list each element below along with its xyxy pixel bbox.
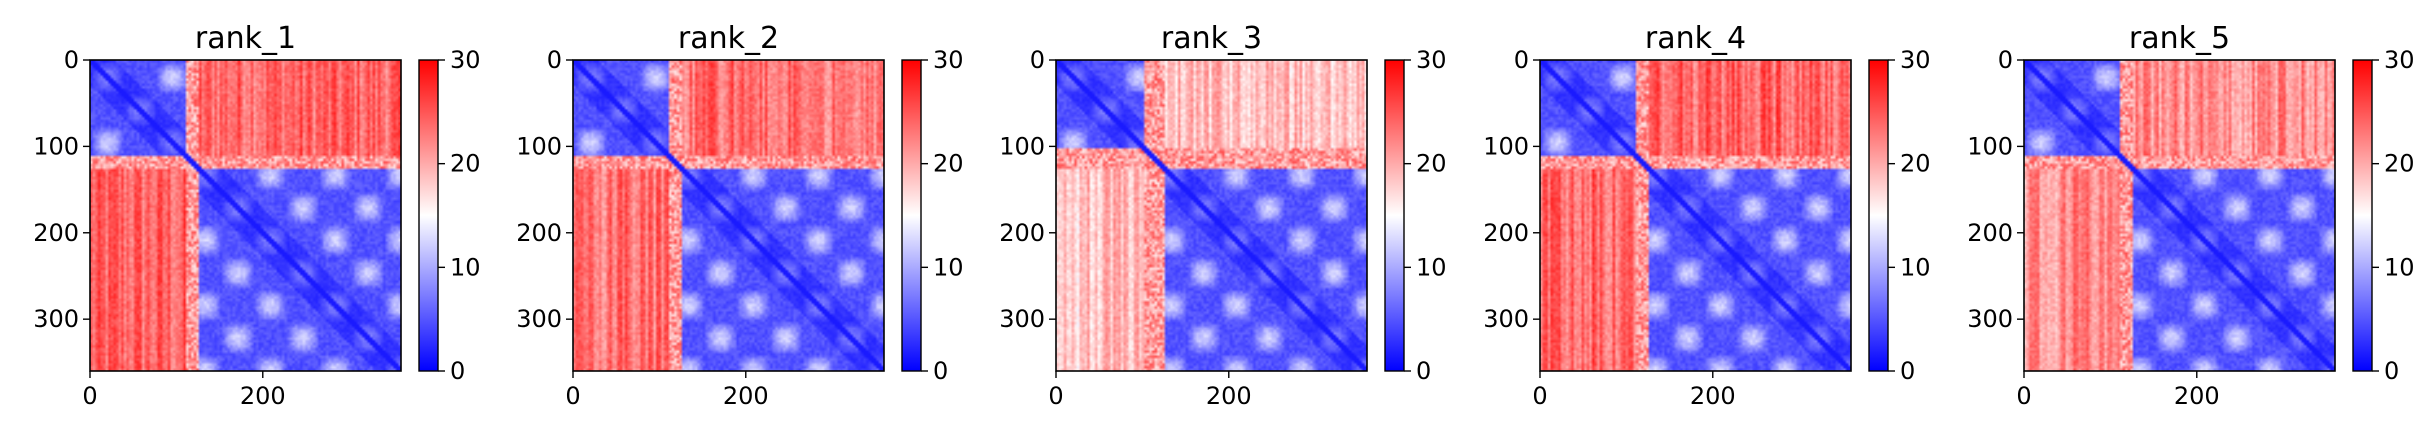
colorbar <box>2352 59 2373 372</box>
x-tick-label: 0 <box>1048 382 1063 410</box>
panel-rank_3: rank_3 0 100 200 300 0 200 0 10 20 30 <box>999 21 1446 410</box>
y-tick-label: 0 <box>547 46 562 74</box>
panel-rank_2: rank_2 0 100 200 300 0 200 0 10 20 30 <box>516 21 963 410</box>
heatmap-image <box>90 60 401 371</box>
colorbar-tick-label: 30 <box>1900 46 1931 74</box>
panel-title: rank_3 <box>1161 21 1262 56</box>
heatmap-image <box>573 60 884 371</box>
colorbar-tick-label: 10 <box>933 253 964 281</box>
heatmap-image <box>1056 60 1367 371</box>
colorbar-tick-label: 20 <box>450 150 481 178</box>
colorbar-tick-label: 30 <box>450 46 481 74</box>
y-tick-label: 0 <box>1998 46 2013 74</box>
colorbar-tick-label: 20 <box>1900 150 1931 178</box>
colorbar <box>418 59 439 372</box>
y-tick-label: 0 <box>1514 46 1529 74</box>
panel-rank_4: rank_4 0 100 200 300 0 200 0 10 20 30 <box>1483 21 1930 410</box>
x-tick-label: 200 <box>240 382 286 410</box>
y-tick-label: 100 <box>1967 132 2013 160</box>
x-tick-label: 0 <box>82 382 97 410</box>
panel-rank_5: rank_5 0 100 200 300 0 200 0 10 20 30 <box>1967 21 2414 410</box>
colorbar-tick-label: 10 <box>1416 253 1447 281</box>
panel-title: rank_1 <box>195 21 296 56</box>
colorbar-tick-label: 10 <box>1900 253 1931 281</box>
y-tick-label: 0 <box>64 46 79 74</box>
axes-frame <box>2023 59 2336 372</box>
y-tick-label: 200 <box>516 219 562 247</box>
y-tick-label: 0 <box>1030 46 1045 74</box>
axes-frame <box>572 59 885 372</box>
x-tick-label: 200 <box>1690 382 1736 410</box>
colorbar-tick-label: 0 <box>450 357 465 385</box>
y-tick-label: 300 <box>1967 305 2013 333</box>
y-tick-label: 100 <box>516 132 562 160</box>
y-tick-label: 200 <box>999 219 1045 247</box>
y-tick-label: 200 <box>1967 219 2013 247</box>
x-tick-label: 0 <box>1532 382 1547 410</box>
colorbar-tick-label: 0 <box>933 357 948 385</box>
colorbar-tick-label: 10 <box>2384 253 2415 281</box>
axes-frame <box>1539 59 1852 372</box>
x-tick-label: 200 <box>2174 382 2220 410</box>
colorbar-tick-label: 0 <box>1416 357 1431 385</box>
colorbar-tick-label: 10 <box>450 253 481 281</box>
y-tick-label: 100 <box>999 132 1045 160</box>
colorbar-tick-label: 0 <box>1900 357 1915 385</box>
heatmap-image <box>1540 60 1851 371</box>
x-tick-label: 200 <box>1206 382 1252 410</box>
panel-title: rank_4 <box>1645 21 1746 56</box>
y-tick-label: 300 <box>516 305 562 333</box>
heatmap-image <box>2024 60 2335 371</box>
colorbar-tick-label: 30 <box>2384 46 2415 74</box>
colorbar-tick-label: 0 <box>2384 357 2399 385</box>
y-tick-label: 100 <box>33 132 79 160</box>
panel-title: rank_5 <box>2129 21 2230 56</box>
colorbar-tick-label: 30 <box>933 46 964 74</box>
colorbar-tick-label: 20 <box>2384 150 2415 178</box>
y-tick-label: 300 <box>999 305 1045 333</box>
x-tick-label: 200 <box>723 382 769 410</box>
y-tick-label: 100 <box>1483 132 1529 160</box>
axes-frame <box>89 59 402 372</box>
y-tick-label: 300 <box>33 305 79 333</box>
colorbar <box>1868 59 1889 372</box>
x-tick-label: 0 <box>2016 382 2031 410</box>
colorbar-tick-label: 30 <box>1416 46 1447 74</box>
colorbar-tick-label: 20 <box>1416 150 1447 178</box>
y-tick-label: 200 <box>33 219 79 247</box>
y-tick-label: 200 <box>1483 219 1529 247</box>
panel-title: rank_2 <box>678 21 779 56</box>
x-tick-label: 0 <box>565 382 580 410</box>
colorbar <box>901 59 922 372</box>
axes-frame <box>1055 59 1368 372</box>
panel-rank_1: rank_1 0 100 200 300 0 200 0 10 20 30 <box>33 21 480 410</box>
y-tick-label: 300 <box>1483 305 1529 333</box>
colorbar-tick-label: 20 <box>933 150 964 178</box>
colorbar <box>1384 59 1405 372</box>
